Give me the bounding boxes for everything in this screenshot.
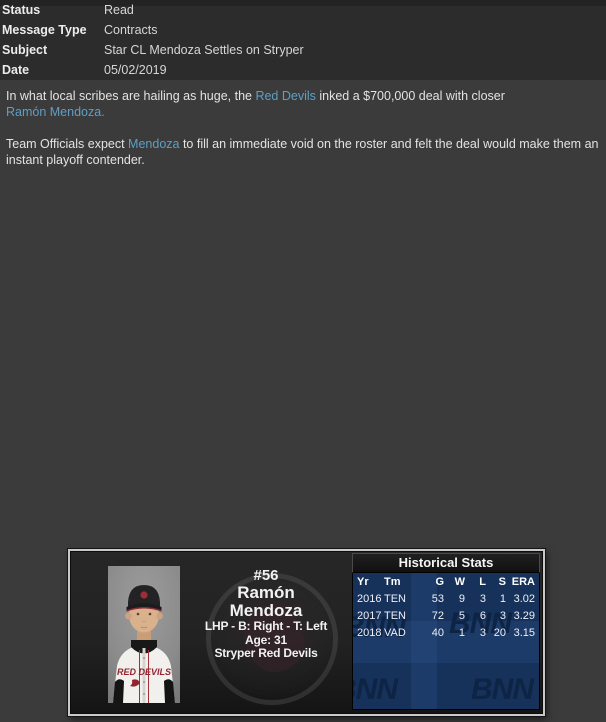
player-card[interactable]: RED DEVILS #56 Ramón Mendoza LHP - B: Ri… <box>68 549 545 716</box>
stats-rows: 2016 TEN 53 9 3 1 3.02 2017 TEN 72 5 6 3 3.29 2018 VAD 4… <box>353 591 539 642</box>
bnn-watermark-bar <box>353 621 539 663</box>
date-label: Date <box>2 63 30 77</box>
status-label: Status <box>2 3 41 17</box>
player-photo: RED DEVILS <box>108 566 180 703</box>
stats-row: 2017 TEN 72 5 6 3 3.29 <box>353 608 539 625</box>
bnn-watermark: BNN <box>353 673 398 706</box>
stats-cell: 3.15 <box>513 627 535 639</box>
stats-row: 2016 TEN 53 9 3 1 3.02 <box>353 591 539 608</box>
stats-cell: 9 <box>458 593 465 605</box>
subject-value: Star CL Mendoza Settles on Stryper <box>104 43 304 57</box>
bnn-watermark-bar <box>411 573 437 709</box>
meta-row-status: Status Read <box>0 0 606 20</box>
stats-cell: 1 <box>499 593 506 605</box>
jersey-bird-icon <box>130 679 140 687</box>
cap-brim-trim <box>126 607 162 612</box>
player-position-line: LHP - B: Right - T: Left <box>204 619 328 633</box>
body-text: In what local scribes are hailing as hug… <box>6 89 256 103</box>
stats-col-header: L <box>479 576 486 588</box>
stats-row: 2018 VAD 40 1 3 20 3.15 <box>353 625 539 642</box>
bnn-watermark: BNN <box>449 607 512 640</box>
stats-cell: 40 <box>431 627 444 639</box>
meta-row-subject: Subject Star CL Mendoza Settles on Stryp… <box>0 40 606 60</box>
stats-cell: 2018 <box>357 627 382 639</box>
historical-stats-title: Historical Stats <box>352 553 540 573</box>
meta-row-message-type: Message Type Contracts <box>0 20 606 40</box>
stats-col-header: W <box>454 576 465 588</box>
meta-row-date: Date 05/02/2019 <box>0 60 606 80</box>
player-first-name: Ramón <box>237 583 295 602</box>
stats-cell: TEN <box>384 593 406 605</box>
body-text: Team Officials expect <box>6 137 129 151</box>
stats-cell: VAD <box>384 627 406 639</box>
stats-cell: 2017 <box>357 610 382 622</box>
stats-col-header: ERA <box>511 576 535 588</box>
body-text: inked a $700,000 deal with closer <box>315 89 505 103</box>
team-logo-watermark-icon <box>206 573 338 705</box>
message-header: Status Read Message Type Contracts Subje… <box>0 0 606 80</box>
subject-label: Subject <box>2 43 48 57</box>
player-link[interactable]: Ramón Mendoza. <box>6 105 105 119</box>
stats-col-header: S <box>498 576 506 588</box>
stats-cell: 20 <box>493 627 506 639</box>
stats-cell: 2016 <box>357 593 382 605</box>
player-link[interactable]: Red Devils <box>255 89 316 103</box>
stats-cell: 72 <box>431 610 444 622</box>
stats-cell: 6 <box>479 610 486 622</box>
historical-stats-panel: Historical Stats BNN BNN BNN BNN Yr Tm GW L… <box>352 553 540 711</box>
stats-col-header: G <box>435 576 444 588</box>
message-paragraph: In what local scribes are hailing as hug… <box>6 88 600 120</box>
player-last-name: Mendoza <box>229 601 303 620</box>
player-link[interactable]: Mendoza <box>128 137 180 151</box>
player-info-panel: #56 Ramón Mendoza LHP - B: Right - T: Le… <box>180 551 352 714</box>
cap-logo-icon <box>140 591 148 599</box>
stats-cell: 3.02 <box>513 593 535 605</box>
stats-cell: 5 <box>458 610 465 622</box>
jersey-wordmark: RED DEVILS <box>117 667 171 677</box>
player-age-line: Age: 31 <box>245 632 287 647</box>
status-value: Read <box>104 3 134 17</box>
bnn-watermark: BNN <box>471 673 534 706</box>
stats-col-header: Yr <box>357 576 369 588</box>
message-type-value: Contracts <box>104 23 158 37</box>
stats-cell: 3 <box>499 610 506 622</box>
body-text: to fill an immediate void on the roster … <box>6 137 599 167</box>
stats-cell: 3 <box>479 627 486 639</box>
stats-cell: 53 <box>431 593 444 605</box>
stats-col-header: Tm <box>384 576 401 588</box>
message-paragraph: Team Officials expect Mendoza to fill an… <box>6 136 600 168</box>
bnn-watermark: BNN <box>353 611 406 644</box>
stats-cell: 3 <box>479 593 486 605</box>
stats-cell: 1 <box>458 627 465 639</box>
stats-cell: 3.29 <box>513 610 535 622</box>
stats-header-row: Yr Tm G W L S ERA <box>353 573 539 591</box>
player-number: #56 <box>253 567 279 584</box>
player-team-line: Stryper Red Devils <box>214 646 318 660</box>
message-type-label: Message Type <box>2 23 87 37</box>
message-body: In what local scribes are hailing as hug… <box>0 80 606 176</box>
stats-cell: TEN <box>384 610 406 622</box>
date-value: 05/02/2019 <box>104 63 167 77</box>
